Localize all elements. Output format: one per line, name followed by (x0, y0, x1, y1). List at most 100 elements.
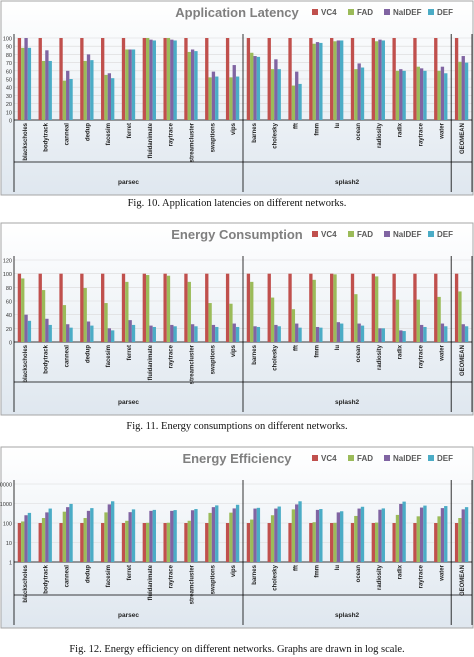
bar-fad-cholesky (270, 69, 275, 120)
bar-def-blackscholes (27, 47, 32, 121)
bar-naldef-water (440, 508, 445, 562)
x-tick-label-fmm: fmm (314, 565, 320, 578)
bar-fad-fluidanimate (145, 522, 150, 562)
x-tick-label-bodytrack: bodytrack (44, 344, 50, 373)
x-tick-label-fft: fft (294, 345, 300, 351)
y-tick-label: 1000 (0, 502, 12, 508)
x-tick-label-canneal: canneal (65, 345, 71, 368)
x-tick-label-radiosity: radiosity (377, 564, 383, 590)
bar-naldef-bodytrack (45, 318, 49, 342)
y-tick-label: 10 (6, 541, 12, 547)
bar-def-radiosity (381, 328, 385, 342)
y-tick-label: 120 (3, 259, 12, 265)
bar-def-facesim (111, 330, 115, 342)
figure-10-caption: Fig. 10. Application latencies on differ… (127, 198, 347, 209)
bar-def-radix (402, 501, 406, 562)
x-tick-label-bodytrack: bodytrack (44, 122, 50, 151)
bar-fad-radiosity (374, 276, 379, 342)
bar-fad-bodytrack (41, 290, 46, 342)
bar-def-canneal (69, 79, 73, 120)
bar-naldef-vips (232, 323, 236, 342)
bar-vc4-fluidanimate (142, 38, 146, 120)
bar-vc4-raytrace (163, 273, 167, 342)
bar-def-barnes (256, 507, 261, 562)
bar-fad-blackscholes (21, 521, 25, 562)
x-tick-label-raytrace: raytrace (418, 344, 424, 368)
x-tick-label-fluidanimate: fluidanimate (148, 344, 154, 380)
legend-swatch-naldef (384, 9, 390, 15)
bar-def-fft (298, 83, 302, 120)
bar-naldef-facesim (107, 73, 112, 120)
x-tick-label-lu: lu (335, 345, 341, 351)
bar-naldef-vips (232, 65, 236, 120)
legend-swatch-fad (348, 231, 354, 237)
bar-fad-fft (291, 509, 296, 562)
x-tick-label-raytrace: raytrace (418, 564, 424, 588)
x-tick-label-geomean: GEOMEAN (460, 565, 466, 596)
bar-def-ocean (360, 325, 365, 342)
chart-title: Application Latency (175, 5, 299, 20)
bar-def-swaptions (215, 326, 219, 342)
bar-vc4-vips (225, 523, 230, 562)
figure-12-caption: Fig. 12. Energy efficiency on different … (69, 644, 405, 655)
bar-naldef-raytrace (170, 324, 174, 342)
bar-vc4-streamcluster (184, 273, 188, 342)
bar-vc4-fmm (309, 523, 313, 562)
bar-def-water (444, 73, 448, 120)
x-tick-label-ferret: ferret (127, 345, 133, 360)
bar-fad-vips (229, 512, 233, 562)
bar-naldef-radix (399, 330, 403, 342)
x-tick-label-raytrace: raytrace (418, 122, 424, 146)
x-tick-label-ferret: ferret (127, 565, 133, 580)
bar-fad-fft (291, 309, 296, 342)
bar-def-vips (235, 504, 240, 562)
bar-fad-raytrace (166, 38, 171, 120)
bar-fad-ferret (125, 281, 129, 342)
bar-def-swaptions (215, 505, 219, 562)
bar-def-raytrace (173, 510, 177, 562)
bar-fad-fmm (312, 43, 316, 120)
bar-def-lu (340, 40, 344, 120)
bar-vc4-radix (392, 38, 396, 120)
bar-vc4-dedup (80, 38, 84, 120)
figure-11-caption: Fig. 11. Energy consumptions on differen… (126, 421, 348, 432)
x-tick-label-fluidanimate: fluidanimate (148, 564, 154, 600)
x-tick-label-radix: radix (398, 122, 404, 137)
legend-swatch-vc4 (312, 9, 318, 15)
legend-label-def: DEF (437, 8, 453, 17)
x-tick-label-blackscholes: blackscholes (23, 344, 29, 382)
bar-naldef-ferret (128, 49, 132, 121)
bar-def-dedup (90, 60, 94, 120)
x-tick-label-cholesky: cholesky (273, 122, 279, 148)
bar-vc4-ocean (350, 273, 355, 342)
group-label-parsec: parsec (118, 399, 139, 406)
x-tick-label-barnes: barnes (252, 344, 258, 364)
bar-def-ferret (131, 509, 136, 562)
energy-efficiency-chart: Energy Efficiency VC4 FAD NalDEF DEF 1 10 100 10… (0, 446, 474, 629)
bar-vc4-fmm (309, 38, 313, 120)
energy-consumption-chart: Energy Consumption VC4 FAD NalDEF DEF 0 20 40 60… (0, 222, 474, 416)
bar-naldef-ocean (357, 63, 361, 120)
bar-naldef-dedup (86, 321, 91, 342)
bar-def-streamcluster (194, 326, 198, 342)
bar-fad-streamcluster (187, 281, 191, 342)
x-tick-label-fmm: fmm (314, 345, 320, 358)
legend-label-def: DEF (437, 230, 453, 239)
bar-naldef-ocean (357, 323, 361, 342)
bar-fad-ocean (354, 294, 358, 342)
bar-vc4-cholesky (267, 273, 271, 342)
bar-fad-radix (395, 514, 400, 562)
legend-label-naldef: NalDEF (393, 8, 422, 17)
legend-swatch-def (428, 231, 434, 237)
bar-naldef-canneal (66, 70, 70, 120)
x-tick-label-ocean: ocean (356, 345, 362, 363)
bar-fad-fmm (312, 279, 316, 342)
bar-def-dedup (90, 325, 94, 342)
legend-label-def: DEF (437, 454, 453, 463)
bar-naldef-fft (295, 323, 299, 342)
bar-naldef-streamcluster (190, 49, 195, 121)
bar-naldef-lu (336, 512, 341, 562)
bar-vc4-blackscholes (17, 523, 22, 562)
legend-swatch-naldef (384, 231, 390, 237)
x-tick-label-streamcluster: streamcluster (189, 344, 195, 384)
